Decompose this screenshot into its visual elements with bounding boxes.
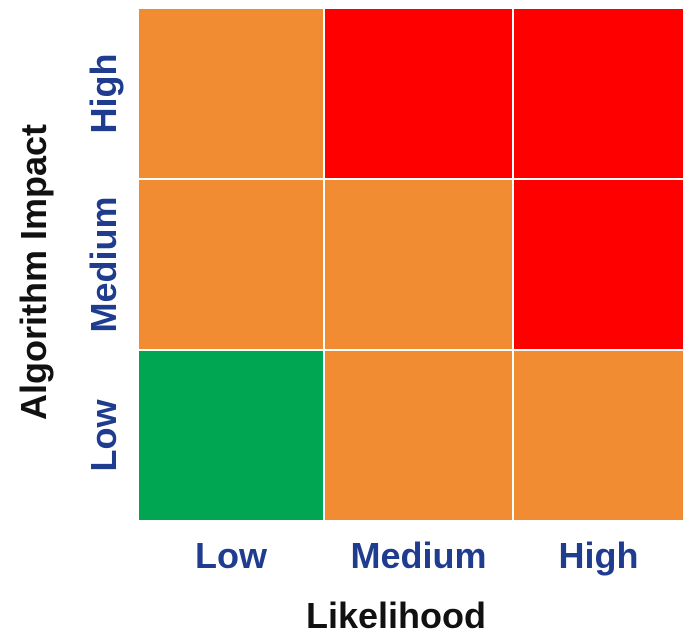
y-tick-low: Low (83, 399, 124, 472)
cell-low-impact-high-likelihood (512, 349, 684, 522)
y-tick-medium: Medium (83, 196, 124, 332)
cell-medium-impact-low-likelihood (137, 178, 325, 351)
x-axis-ticks: Low Medium High (195, 535, 638, 576)
cell-high-impact-medium-likelihood (323, 7, 514, 180)
x-axis-title: Likelihood (306, 595, 486, 636)
x-tick-high: High (559, 535, 639, 576)
cell-medium-impact-medium-likelihood (323, 178, 514, 351)
cell-medium-impact-high-likelihood (512, 178, 684, 351)
x-tick-low: Low (195, 535, 268, 576)
x-tick-medium: Medium (350, 535, 486, 576)
cell-low-impact-low-likelihood (137, 349, 325, 522)
cell-low-impact-medium-likelihood (323, 349, 514, 522)
cell-high-impact-high-likelihood (512, 7, 684, 180)
y-tick-high: High (83, 54, 124, 134)
y-axis-ticks: Low Medium High (83, 54, 124, 472)
y-axis-title: Algorithm Impact (13, 124, 54, 420)
cell-high-impact-low-likelihood (137, 7, 325, 180)
matrix-cells (137, 7, 684, 522)
